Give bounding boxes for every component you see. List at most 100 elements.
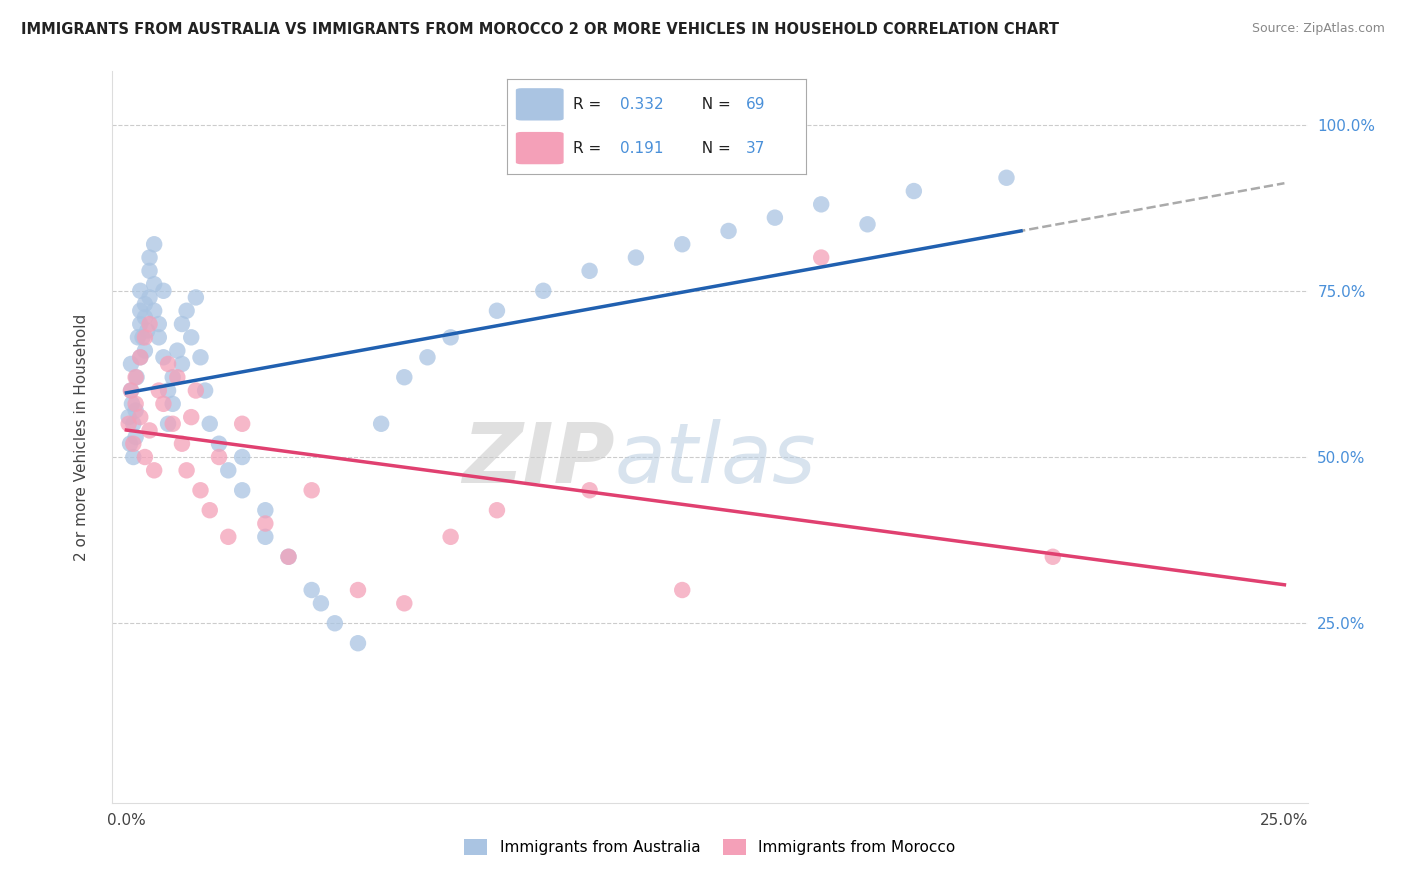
Text: IMMIGRANTS FROM AUSTRALIA VS IMMIGRANTS FROM MOROCCO 2 OR MORE VEHICLES IN HOUSE: IMMIGRANTS FROM AUSTRALIA VS IMMIGRANTS … — [21, 22, 1059, 37]
Text: atlas: atlas — [614, 418, 815, 500]
Point — [122, 417, 145, 431]
Point — [162, 370, 184, 384]
Point — [129, 410, 152, 425]
Point — [254, 516, 277, 531]
Point — [138, 317, 160, 331]
Point — [180, 330, 202, 344]
Point — [134, 450, 156, 464]
Point — [118, 417, 141, 431]
Point — [148, 384, 170, 398]
Point — [370, 417, 392, 431]
Point — [485, 503, 508, 517]
Point — [190, 483, 212, 498]
Point — [134, 330, 156, 344]
Point — [624, 251, 647, 265]
Point — [120, 436, 142, 450]
Point — [217, 530, 239, 544]
Point — [810, 197, 832, 211]
Point — [120, 384, 142, 398]
Point — [129, 351, 152, 365]
Point — [810, 251, 832, 265]
Point — [143, 277, 166, 292]
Point — [194, 384, 217, 398]
Point — [170, 436, 193, 450]
Point — [134, 297, 156, 311]
Point — [301, 483, 323, 498]
Point — [143, 237, 166, 252]
Point — [134, 343, 156, 358]
Point — [121, 397, 143, 411]
Point — [208, 450, 231, 464]
Point — [763, 211, 786, 225]
Point — [124, 430, 146, 444]
Point — [138, 251, 160, 265]
Point — [129, 303, 152, 318]
Point — [152, 397, 174, 411]
Point — [138, 424, 160, 438]
Point — [124, 397, 146, 411]
Point — [717, 224, 740, 238]
Point — [184, 290, 207, 304]
Point — [136, 324, 159, 338]
Point — [309, 596, 332, 610]
Point — [231, 483, 253, 498]
Point — [184, 384, 207, 398]
Point — [578, 264, 600, 278]
Point — [208, 436, 231, 450]
Text: ZIP: ZIP — [461, 418, 614, 500]
Point — [217, 463, 239, 477]
Point — [301, 582, 323, 597]
Point — [254, 503, 277, 517]
Legend: Immigrants from Australia, Immigrants from Morocco: Immigrants from Australia, Immigrants fr… — [458, 833, 962, 861]
Point — [118, 410, 141, 425]
Point — [531, 284, 554, 298]
Point — [162, 417, 184, 431]
Point — [122, 450, 145, 464]
Point — [129, 351, 152, 365]
Point — [394, 370, 416, 384]
Text: Source: ZipAtlas.com: Source: ZipAtlas.com — [1251, 22, 1385, 36]
Point — [124, 370, 146, 384]
Point — [1042, 549, 1064, 564]
Point — [120, 384, 142, 398]
Point — [485, 303, 508, 318]
Point — [134, 310, 156, 325]
Point — [127, 330, 149, 344]
Point — [440, 330, 463, 344]
Point — [440, 530, 463, 544]
Point — [120, 357, 142, 371]
Point — [995, 170, 1018, 185]
Point — [122, 436, 145, 450]
Point — [671, 582, 693, 597]
Point — [347, 582, 370, 597]
Point — [190, 351, 212, 365]
Point — [138, 290, 160, 304]
Point — [176, 463, 198, 477]
Point — [323, 616, 346, 631]
Point — [166, 343, 188, 358]
Point — [347, 636, 370, 650]
Point — [148, 330, 170, 344]
Point — [157, 357, 180, 371]
Point — [152, 351, 174, 365]
Point — [138, 264, 160, 278]
Point — [198, 417, 221, 431]
Point — [176, 303, 198, 318]
Point — [578, 483, 600, 498]
Point — [394, 596, 416, 610]
Y-axis label: 2 or more Vehicles in Household: 2 or more Vehicles in Household — [75, 313, 89, 561]
Point — [671, 237, 693, 252]
Point — [131, 330, 153, 344]
Point — [162, 397, 184, 411]
Point — [129, 284, 152, 298]
Point — [903, 184, 925, 198]
Point — [148, 317, 170, 331]
Point — [277, 549, 299, 564]
Point — [166, 370, 188, 384]
Point — [198, 503, 221, 517]
Point — [170, 317, 193, 331]
Point — [180, 410, 202, 425]
Point — [124, 403, 146, 417]
Point — [157, 384, 180, 398]
Point — [231, 417, 253, 431]
